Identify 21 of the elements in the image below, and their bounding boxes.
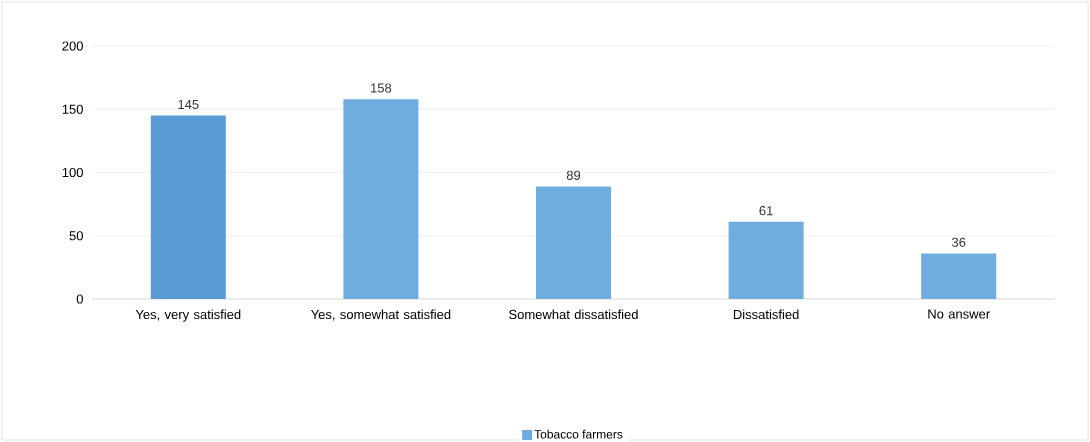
bar xyxy=(150,115,226,299)
y-tick-label: 0 xyxy=(76,294,83,304)
y-tick-label: 150 xyxy=(62,104,83,114)
data-label: 145 xyxy=(178,99,199,110)
y-tick-label: 100 xyxy=(62,167,83,178)
data-label: 158 xyxy=(371,83,392,93)
y-tick-label: 50 xyxy=(69,231,83,241)
x-tick-label: No answer xyxy=(928,309,990,319)
legend-label: Tobacco farmers xyxy=(534,429,623,439)
y-tick-label: 200 xyxy=(62,41,83,51)
x-tick-label: Dissatisfied xyxy=(733,309,799,320)
bar xyxy=(536,186,611,299)
x-tick-label: Somewhat dissatisfied xyxy=(509,309,638,320)
data-label: 61 xyxy=(759,206,773,216)
data-label: 36 xyxy=(951,237,966,247)
x-tick-label: Yes, very satisfied xyxy=(135,309,241,322)
bar xyxy=(343,99,419,299)
bar xyxy=(921,253,997,299)
data-label: 89 xyxy=(566,170,581,180)
bar xyxy=(728,221,804,299)
x-tick-label: Yes, somewhat satisfied xyxy=(310,309,451,321)
